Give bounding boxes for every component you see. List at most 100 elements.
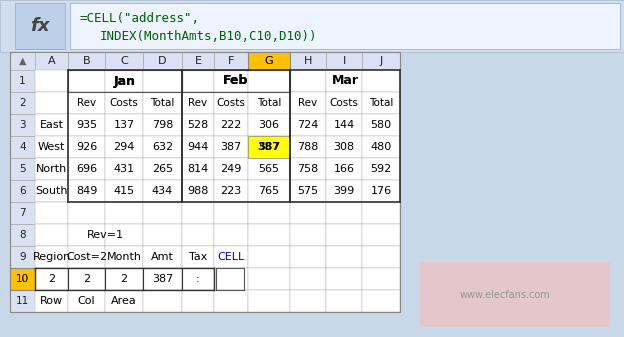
FancyBboxPatch shape bbox=[214, 136, 248, 158]
Text: 557: 557 bbox=[258, 142, 280, 152]
Text: Costs: Costs bbox=[217, 98, 245, 108]
FancyBboxPatch shape bbox=[10, 158, 35, 180]
FancyBboxPatch shape bbox=[362, 290, 400, 312]
Text: Rev: Rev bbox=[188, 98, 208, 108]
Text: Col: Col bbox=[77, 296, 95, 306]
FancyBboxPatch shape bbox=[143, 268, 182, 290]
Text: 758: 758 bbox=[298, 164, 319, 174]
Text: Jan: Jan bbox=[114, 74, 136, 88]
FancyBboxPatch shape bbox=[248, 136, 290, 158]
FancyBboxPatch shape bbox=[362, 70, 400, 92]
Text: 3: 3 bbox=[19, 120, 26, 130]
Text: 387: 387 bbox=[152, 274, 173, 284]
FancyBboxPatch shape bbox=[105, 92, 143, 114]
Text: 249: 249 bbox=[220, 164, 241, 174]
FancyBboxPatch shape bbox=[248, 52, 290, 70]
FancyBboxPatch shape bbox=[35, 52, 68, 70]
Text: 2: 2 bbox=[120, 274, 127, 284]
FancyBboxPatch shape bbox=[326, 70, 362, 92]
FancyBboxPatch shape bbox=[68, 136, 105, 158]
Text: 632: 632 bbox=[152, 142, 173, 152]
FancyBboxPatch shape bbox=[35, 180, 68, 202]
FancyBboxPatch shape bbox=[290, 246, 326, 268]
Text: 944: 944 bbox=[187, 142, 208, 152]
Text: fx: fx bbox=[30, 17, 50, 35]
Text: Region: Region bbox=[32, 252, 71, 262]
FancyBboxPatch shape bbox=[248, 180, 290, 202]
Text: G: G bbox=[265, 56, 273, 66]
FancyBboxPatch shape bbox=[248, 92, 290, 114]
Text: 10: 10 bbox=[16, 274, 29, 284]
Text: =CELL("address",: =CELL("address", bbox=[80, 11, 200, 25]
FancyBboxPatch shape bbox=[290, 268, 326, 290]
FancyBboxPatch shape bbox=[326, 114, 362, 136]
FancyBboxPatch shape bbox=[214, 114, 248, 136]
FancyBboxPatch shape bbox=[362, 52, 400, 70]
FancyBboxPatch shape bbox=[143, 92, 182, 114]
FancyBboxPatch shape bbox=[10, 202, 35, 224]
FancyBboxPatch shape bbox=[182, 92, 214, 114]
FancyBboxPatch shape bbox=[68, 268, 105, 290]
FancyBboxPatch shape bbox=[10, 52, 400, 70]
Text: F: F bbox=[228, 56, 234, 66]
Text: 387: 387 bbox=[258, 142, 281, 152]
Text: 1: 1 bbox=[19, 76, 26, 86]
Text: 431: 431 bbox=[114, 164, 135, 174]
Text: 528: 528 bbox=[187, 120, 208, 130]
FancyBboxPatch shape bbox=[182, 224, 214, 246]
Text: 788: 788 bbox=[297, 142, 319, 152]
Text: J: J bbox=[379, 56, 383, 66]
FancyBboxPatch shape bbox=[105, 224, 143, 246]
FancyBboxPatch shape bbox=[105, 290, 143, 312]
Text: Costs: Costs bbox=[329, 98, 358, 108]
FancyBboxPatch shape bbox=[15, 3, 65, 49]
FancyBboxPatch shape bbox=[362, 114, 400, 136]
Text: D: D bbox=[158, 56, 167, 66]
FancyBboxPatch shape bbox=[214, 52, 248, 70]
FancyBboxPatch shape bbox=[326, 224, 362, 246]
Text: 144: 144 bbox=[333, 120, 354, 130]
Text: 724: 724 bbox=[297, 120, 319, 130]
Text: East: East bbox=[39, 120, 64, 130]
FancyBboxPatch shape bbox=[68, 202, 105, 224]
FancyBboxPatch shape bbox=[248, 114, 290, 136]
Text: 223: 223 bbox=[220, 186, 241, 196]
FancyBboxPatch shape bbox=[143, 158, 182, 180]
Text: 8: 8 bbox=[19, 230, 26, 240]
Text: Area: Area bbox=[111, 296, 137, 306]
Text: C: C bbox=[120, 56, 128, 66]
Text: Feb: Feb bbox=[223, 74, 249, 88]
Text: North: North bbox=[36, 164, 67, 174]
FancyBboxPatch shape bbox=[362, 246, 400, 268]
FancyBboxPatch shape bbox=[35, 290, 68, 312]
FancyBboxPatch shape bbox=[214, 290, 248, 312]
FancyBboxPatch shape bbox=[10, 70, 35, 92]
FancyBboxPatch shape bbox=[35, 246, 68, 268]
Text: 265: 265 bbox=[152, 164, 173, 174]
FancyBboxPatch shape bbox=[362, 224, 400, 246]
Text: 798: 798 bbox=[152, 120, 173, 130]
FancyBboxPatch shape bbox=[68, 92, 105, 114]
FancyBboxPatch shape bbox=[105, 180, 143, 202]
FancyBboxPatch shape bbox=[10, 268, 35, 290]
FancyBboxPatch shape bbox=[35, 92, 68, 114]
FancyBboxPatch shape bbox=[326, 290, 362, 312]
FancyBboxPatch shape bbox=[182, 52, 214, 70]
FancyBboxPatch shape bbox=[214, 268, 248, 290]
FancyBboxPatch shape bbox=[214, 224, 248, 246]
FancyBboxPatch shape bbox=[290, 136, 326, 158]
Text: 565: 565 bbox=[258, 164, 280, 174]
Text: 5: 5 bbox=[19, 164, 26, 174]
Text: 480: 480 bbox=[371, 142, 392, 152]
Text: 2: 2 bbox=[19, 98, 26, 108]
Text: 592: 592 bbox=[371, 164, 392, 174]
Text: 387: 387 bbox=[220, 142, 241, 152]
Text: 2: 2 bbox=[48, 274, 55, 284]
Text: 137: 137 bbox=[114, 120, 135, 130]
Text: Jan: Jan bbox=[114, 74, 136, 88]
FancyBboxPatch shape bbox=[248, 136, 290, 158]
Text: A: A bbox=[47, 56, 56, 66]
FancyBboxPatch shape bbox=[214, 92, 248, 114]
Text: 434: 434 bbox=[152, 186, 173, 196]
FancyBboxPatch shape bbox=[420, 262, 610, 327]
